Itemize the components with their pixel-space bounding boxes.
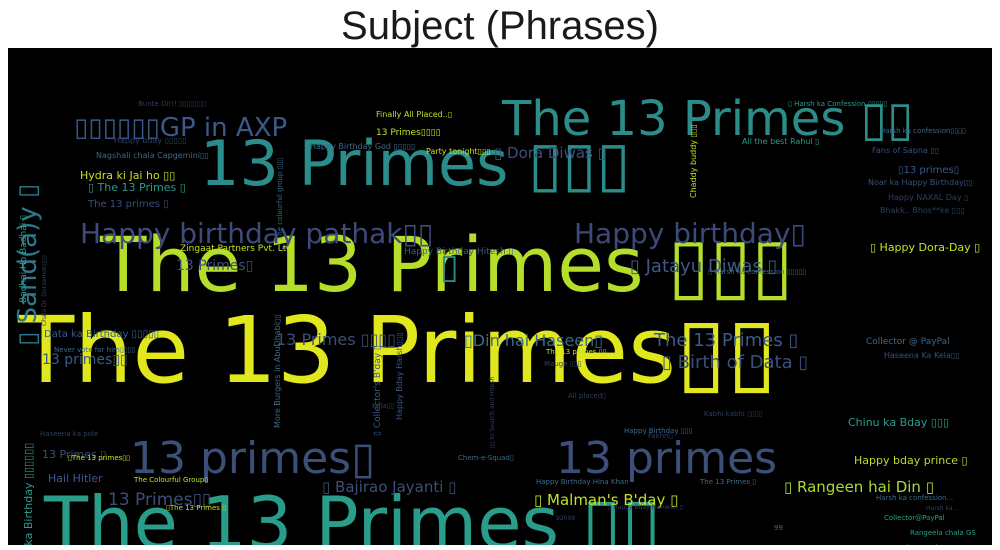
cloud-word: 13 primes▯ (130, 433, 375, 484)
cloud-word: The 13 Primes ▯▯ (43, 481, 661, 545)
cloud-word: ▯ Happy Bday Mahwish ▯ (608, 504, 683, 511)
cloud-word: 13 Primes▯▯ (108, 490, 211, 510)
cloud-word: Harsh ka confession▯▯▯▯ (880, 127, 966, 135)
cloud-word: Happy Birthday Hitesh ▯ (404, 247, 514, 257)
cloud-word: Chem-e-Squad▯ (458, 454, 514, 462)
cloud-word: Finally All Placed..▯ (376, 110, 452, 119)
cloud-word: ▯ Sand(a)y ▯ (13, 184, 43, 346)
cloud-word: Dada ka Birthday ▯▯▯▯▯▯ (22, 443, 35, 545)
cloud-word: 99 (774, 524, 783, 532)
cloud-word: Happy Bday Harsh▯▯▯ (395, 332, 404, 420)
cloud-word: ▯The 13 primes▯▯ (68, 454, 130, 462)
cloud-word: Haseena ka pole (40, 430, 98, 438)
cloud-word: Party tonight▯▯▯ (426, 147, 491, 156)
cloud-word: Hydra ki Jai ho ▯▯ (80, 169, 175, 182)
cloud-word: Data ka Birthday ▯▯▯▯▯ (44, 329, 159, 340)
cloud-word: Fakhri▯ (648, 432, 673, 440)
cloud-word: ▯ Jatayu Diwas ▯ (630, 256, 777, 277)
cloud-word: Happy Birthday Hina Khan (536, 478, 629, 486)
cloud-word: Rangeela chala GS (910, 529, 976, 537)
cloud-word: ▯ Bajirao Jayanti ▯ (322, 478, 456, 496)
cloud-word: Happy Birthday God ▯▯▯▯▯ (310, 142, 416, 151)
cloud-word: The 13 Primes ▯ (653, 330, 798, 351)
cloud-word: 13 primes▯▯ (42, 352, 128, 368)
cloud-word: Mauge ▯▯▯ (544, 360, 581, 368)
cloud-word: Happy bday prince ▯ (854, 454, 968, 467)
cloud-word: Hail Hitler (48, 472, 103, 485)
cloud-word: ▯ Malman's B'day ▯ (534, 491, 678, 509)
cloud-word: 13 Primes ▯▯▯▯ (276, 330, 396, 349)
cloud-word: ▯▯ to Search and Hitesh (489, 376, 496, 448)
cloud-word: Haseena Ka Kela▯▯ (884, 351, 960, 360)
cloud-word: The colourful group ▯▯▯ (276, 158, 284, 241)
cloud-word: All placed▯ (568, 392, 606, 400)
cloud-word: Never vote for him▯▯▯▯ (54, 346, 135, 354)
cloud-word: ▯ (440, 247, 459, 287)
cloud-word: The 13 Primes ▯ (699, 478, 756, 486)
cloud-word: ▯ Rangeen hai Din ▯ (784, 478, 934, 496)
cloud-word: ▯ Birth of Data ▯ (662, 352, 808, 373)
cloud-word: ▯The 13 Primes ▯ (166, 504, 226, 512)
word-cloud-canvas: The 13 Primes▯▯The 13 Primes ▯▯▯The 13 P… (13, 91, 980, 545)
cloud-word: Bunte Di!!! ▯▯▯▯▯▯▯ (138, 100, 206, 108)
cloud-word: ▯13 primes▯ (898, 165, 959, 176)
cloud-word: The 13 Primes▯▯ (17, 297, 777, 404)
word-cloud: The 13 Primes▯▯ The 13 Primes ▯▯▯ The 13 P… (8, 48, 992, 545)
cloud-word: Happy birthday▯ (574, 217, 806, 250)
cloud-word: Fans of Sapna ▯▯ (872, 146, 939, 155)
cloud-word: ▯ Dora Diwas ▯ (494, 144, 606, 162)
cloud-word: 92099 (556, 515, 575, 522)
cloud-word: Happy NAXAL Day ▯ (888, 193, 969, 202)
cloud-word: Chaddy buddy ▯▯▯ (689, 124, 698, 198)
cloud-word: Collector@PayPal (884, 514, 945, 522)
cloud-word: Harsh ka... (926, 505, 958, 512)
cloud-word: Noar ka Happy Birthday▯▯ (868, 178, 973, 187)
cloud-word: 13 Primes ▯ (42, 448, 106, 461)
cloud-word: More Burgers in AbuDhabi▯▯ (273, 314, 282, 428)
cloud-word: 13 Primes ▯▯▯ (200, 127, 631, 200)
cloud-word: The 13 Primes ▯▯ (501, 91, 913, 147)
cloud-word: Happy Birthday ▯▯▯ (624, 427, 692, 435)
cloud-word: ▯ The 13 Primes ▯ (88, 181, 186, 194)
cloud-word: All the best Rahul ▯ (742, 137, 820, 146)
cloud-word: ▯ Harsh ka Confession ▯▯▯▯▯ (788, 100, 887, 108)
cloud-word: Chinu ka Bday ▯▯▯ (848, 416, 949, 429)
cloud-word: Chala Dr. Doraemon▯▯▯ (41, 255, 48, 326)
cloud-word: Nagshali chala Capgemini▯▯ (96, 151, 209, 160)
cloud-word: Kela▯▯ (372, 402, 395, 410)
cloud-word: The 13 primes ▯ (87, 199, 169, 210)
cloud-word: The 13 Primes ▯▯▯ (99, 220, 793, 309)
cloud-word: Collector @ PayPal (866, 337, 950, 347)
cloud-word: Kabhi kabhi ▯▯▯▯ (704, 410, 763, 418)
cloud-word: 13 Primes▯▯▯▯ (376, 128, 441, 138)
cloud-word: 13 Primes▯ (176, 258, 253, 274)
cloud-word: Badhai Ho Badhai ▯ (19, 215, 29, 303)
cloud-word: ▯ Collector's B'day ▯ (373, 345, 383, 436)
cloud-word: Zingaat Partners Pvt. Ltd (180, 244, 292, 254)
cloud-word: Happy birthday pathak▯▯ (80, 217, 433, 250)
cloud-word: 13 primes (556, 433, 777, 484)
cloud-word: ▯ Happy Dora-Day ▯ (870, 241, 980, 254)
cloud-word: Bhakk.. Bhos**ke ▯▯▯ (880, 206, 965, 215)
cloud-word: The 13 primes ▯▯ (545, 348, 606, 356)
cloud-word: ▯▯▯▯▯▯GP in AXP (74, 113, 287, 143)
cloud-word: ▯ Harsh ka confession ▯▯▯▯▯ (708, 268, 806, 276)
cloud-word: ▯Din hai Haseen▯ (464, 331, 603, 350)
cloud-word: The 13 Primes ▯▯ (901, 544, 962, 545)
cloud-word: Happy bday ▯▯▯▯▯ (114, 136, 187, 145)
cloud-word: Harsh ka confession... (876, 494, 953, 502)
cloud-word: The Colourful Group▯ (133, 476, 208, 484)
chart-title: Subject (Phrases) (341, 4, 659, 48)
